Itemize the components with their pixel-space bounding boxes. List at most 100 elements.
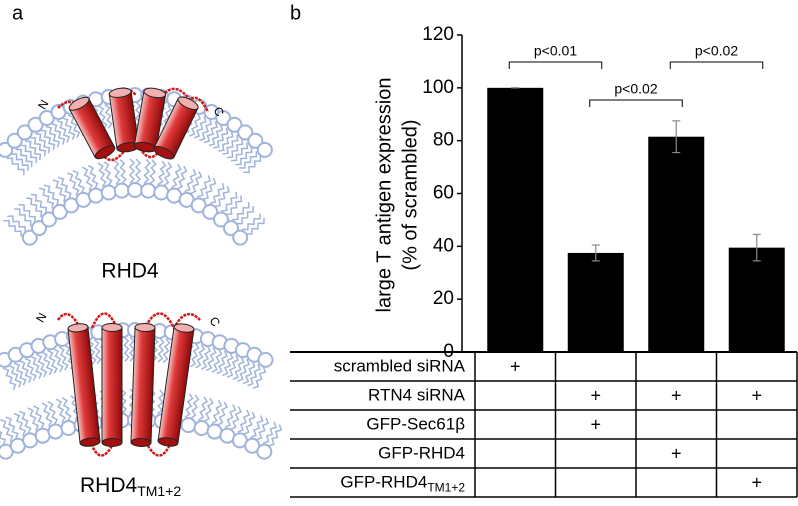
lipid-tail <box>242 213 261 231</box>
lipid-tail <box>47 400 59 425</box>
lipid-head <box>6 132 23 149</box>
lipid-tail <box>143 158 151 184</box>
lipid-tail <box>50 122 66 145</box>
diagram-label: RHD4TM1+2 <box>80 474 181 499</box>
lipid-tail <box>82 166 93 191</box>
lipid-head <box>31 220 48 237</box>
table-cell: + <box>590 385 601 405</box>
lipid-tail <box>15 148 33 168</box>
lipid-tail <box>72 170 85 194</box>
helix-cylinder <box>153 96 199 160</box>
lipid-tail <box>41 402 53 427</box>
row-label: GFP-Sec61β <box>366 415 465 434</box>
lipid-tail <box>222 352 234 377</box>
loop <box>56 312 82 329</box>
table-cell: + <box>671 443 682 463</box>
lipid-tail <box>120 388 128 414</box>
y-tick-label: 20 <box>433 288 454 309</box>
lipid-head <box>100 184 117 201</box>
lipid-tail <box>6 157 25 176</box>
lipid-tail <box>30 355 43 380</box>
significance-label: p<0.01 <box>534 43 577 59</box>
lipid-tail <box>103 161 113 186</box>
row-label-text: scrambled siRNA <box>334 357 466 376</box>
lipid-tail <box>243 411 256 435</box>
lipid-tail <box>252 366 267 389</box>
lipid-tail <box>56 119 70 143</box>
lipid-head <box>215 109 232 126</box>
lipid-tail <box>55 398 66 423</box>
lipid-tail <box>243 155 262 174</box>
cylinder-top <box>134 323 156 333</box>
significance-bracket <box>508 61 603 69</box>
lipid-tail <box>87 340 97 365</box>
lipid-head <box>202 203 219 220</box>
lipid-tail <box>176 165 188 190</box>
lipid-tail <box>183 111 196 135</box>
row-label-text: RTN4 siRNA <box>368 386 466 405</box>
terminus-label: N <box>33 310 49 325</box>
lipid-tail <box>200 345 212 370</box>
lipid-tail <box>242 361 256 385</box>
y-tick-label: 120 <box>422 24 454 45</box>
lipid-tail <box>19 360 32 384</box>
lipid-tail <box>157 337 165 363</box>
lipid-tail <box>40 129 56 151</box>
lipid-tail <box>3 219 23 237</box>
helix-cylinder <box>157 323 195 447</box>
lipid-tail <box>13 412 27 437</box>
lipid-tail <box>29 136 47 157</box>
lipid-tail <box>20 144 38 164</box>
panel-label: a <box>12 2 24 24</box>
lipid-tail <box>7 215 26 233</box>
lipid-tail <box>189 171 203 195</box>
lipid-tail <box>203 121 218 144</box>
lipid-tail <box>97 105 108 130</box>
lipid-tail <box>162 338 171 363</box>
lipid-tail <box>262 421 277 444</box>
lipid-tail <box>247 363 261 387</box>
bar <box>648 136 705 352</box>
lipid-tail <box>149 388 156 414</box>
lipid-tail <box>232 356 245 381</box>
lipid-head <box>47 423 64 440</box>
loop <box>90 312 118 329</box>
lipid-tail <box>52 347 64 373</box>
cylinder-top <box>173 323 195 333</box>
lipid-tail <box>184 168 197 193</box>
bar <box>728 247 785 352</box>
lipid-head <box>16 124 33 141</box>
lipid-tail <box>157 103 166 129</box>
lipid-tail <box>97 162 107 188</box>
lipid-tail <box>41 351 54 376</box>
lipid-tail <box>119 159 127 185</box>
lipid-tail <box>134 158 142 184</box>
table-cell: + <box>671 385 682 405</box>
helix-cylinder <box>67 323 101 447</box>
lipid-tail <box>235 146 253 166</box>
terminus-label: C <box>206 314 223 329</box>
row-label: RTN4 siRNA <box>368 386 466 405</box>
lipid-head <box>113 182 130 199</box>
lipid-tail <box>128 336 136 362</box>
significance-label: p<0.02 <box>614 81 657 97</box>
lipid-tail <box>209 182 225 205</box>
lipid-tail <box>123 336 130 362</box>
y-axis-title: large T antigen expression <box>373 78 395 313</box>
error-bar <box>752 233 761 262</box>
lipid-tail <box>27 407 40 432</box>
lipid-tail <box>203 397 214 423</box>
lipid-head <box>193 420 210 437</box>
lipid-tail <box>163 161 173 187</box>
lipid-tail <box>239 151 258 169</box>
lipid-tail <box>218 131 234 152</box>
lipid-head <box>222 220 239 237</box>
lipid-tail <box>237 358 250 382</box>
lipid-tail <box>14 208 32 227</box>
helix-cylinder <box>68 96 116 160</box>
panel-label: b <box>290 2 301 24</box>
row-label: GFP-RHD4 <box>378 444 465 463</box>
row-label-text: GFP-RHD4 <box>378 444 465 463</box>
lipid-tail <box>67 172 80 196</box>
